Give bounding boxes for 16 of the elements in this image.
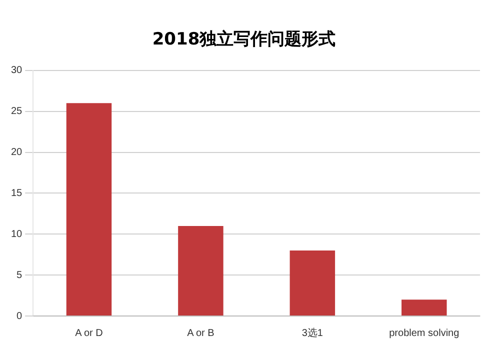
x-tick-label: problem solving: [389, 328, 460, 339]
y-tick-label: 15: [11, 188, 23, 199]
x-tick-label: A or D: [75, 328, 103, 339]
chart-title: 2018独立写作问题形式: [152, 30, 336, 50]
y-tick-label: 20: [11, 147, 23, 158]
bar: [66, 103, 112, 316]
y-tick-label: 5: [16, 270, 23, 281]
bar: [178, 226, 224, 316]
bar: [402, 300, 447, 316]
y-tick-label: 30: [11, 65, 23, 76]
x-tick-label: 3选1: [302, 326, 324, 339]
y-tick-label: 0: [16, 310, 23, 322]
y-tick-label: 10: [11, 228, 23, 240]
x-tick-label: A or B: [187, 328, 215, 339]
y-tick-label: 25: [11, 106, 23, 118]
bar: [290, 250, 336, 316]
